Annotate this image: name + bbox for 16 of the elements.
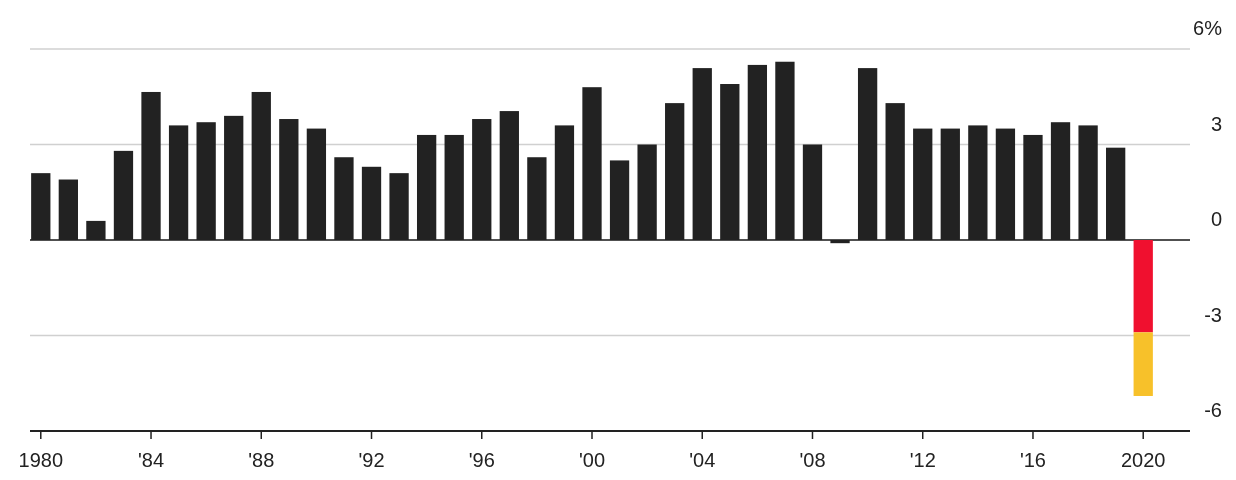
y-tick-label: -3 [1204, 303, 1222, 326]
x-tick-label: 2020 [1120, 449, 1166, 471]
x-tick-label: '12 [909, 449, 936, 471]
y-tick-label: 3 [1210, 112, 1222, 135]
x-tick-label: '88 [248, 449, 275, 471]
x-tick-label: '84 [137, 449, 165, 471]
x-tick-label: '08 [799, 449, 826, 471]
y-tick-label: 6% [1193, 17, 1223, 39]
x-tick-label: '04 [689, 449, 716, 471]
y-tick-label: 0 [1210, 208, 1222, 230]
x-tick-label: '96 [468, 449, 495, 471]
x-tick-label: '00 [578, 449, 606, 471]
x-tick-label: 1980 [18, 449, 64, 471]
y-tick-label: -6 [1204, 399, 1222, 421]
x-tick-label: '16 [1019, 449, 1047, 471]
x-tick-label: '92 [358, 449, 385, 471]
